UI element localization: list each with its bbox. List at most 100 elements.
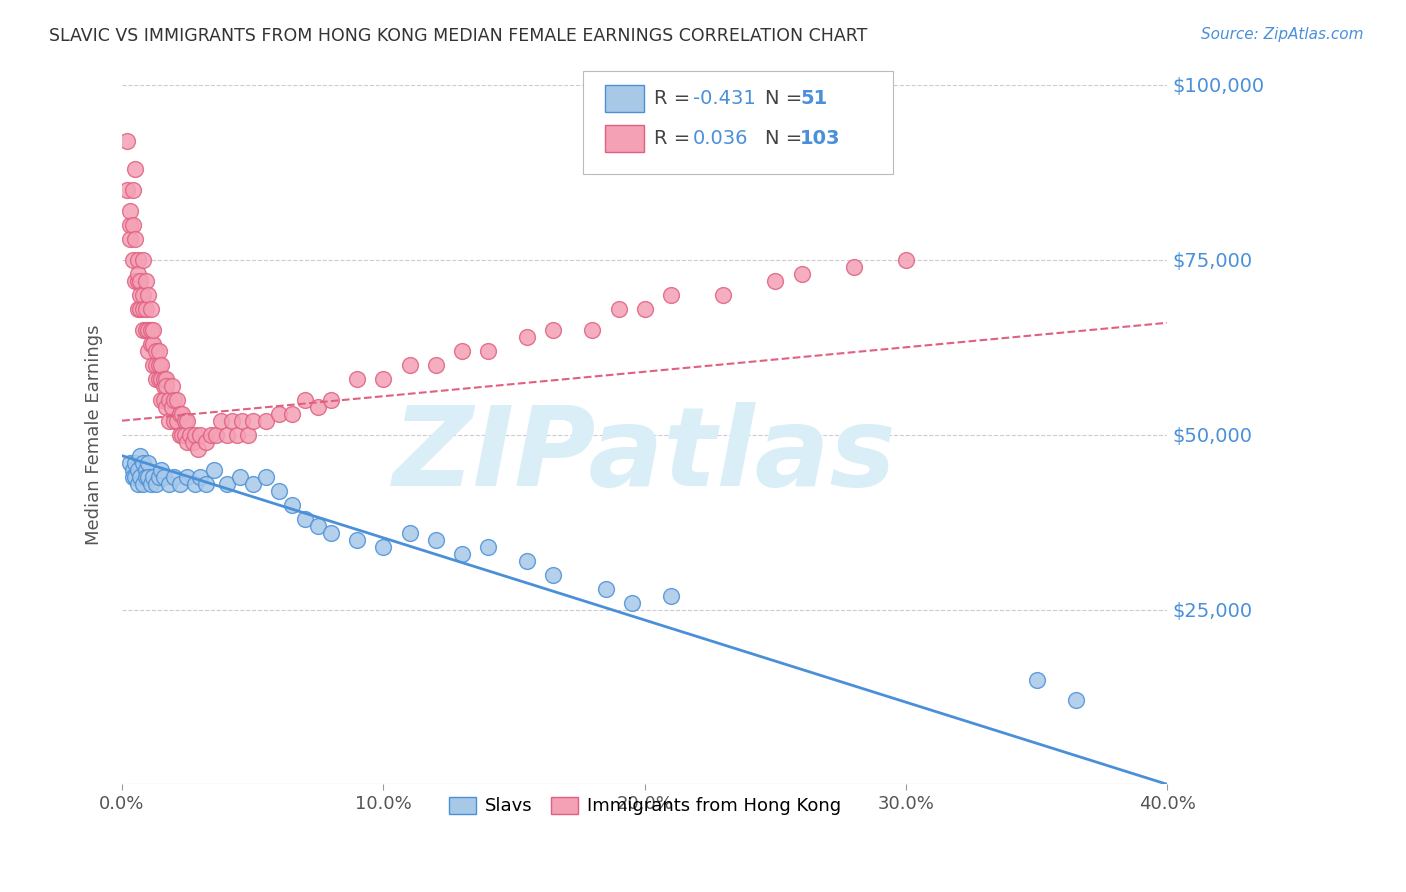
Point	[169, 476, 191, 491]
Point	[307, 518, 329, 533]
Text: Source: ZipAtlas.com: Source: ZipAtlas.com	[1201, 27, 1364, 42]
Point	[129, 287, 152, 301]
Point	[150, 392, 173, 407]
Point	[127, 476, 149, 491]
Point	[142, 358, 165, 372]
Point	[127, 463, 149, 477]
Point	[190, 469, 212, 483]
Point	[127, 301, 149, 316]
Point	[215, 476, 238, 491]
Point	[117, 183, 139, 197]
Point	[307, 400, 329, 414]
Point	[215, 427, 238, 442]
Point	[894, 252, 917, 267]
Text: N =: N =	[765, 88, 808, 108]
Point	[209, 414, 232, 428]
Text: N =: N =	[765, 128, 808, 148]
Point	[124, 456, 146, 470]
Point	[129, 301, 152, 316]
Point	[187, 442, 209, 456]
Point	[202, 463, 225, 477]
Point	[346, 372, 368, 386]
Point	[790, 267, 813, 281]
Point	[581, 323, 603, 337]
Point	[118, 203, 141, 218]
Point	[121, 252, 143, 267]
Point	[176, 469, 198, 483]
Point	[321, 392, 343, 407]
Point	[145, 343, 167, 358]
Point	[132, 476, 155, 491]
Point	[153, 392, 176, 407]
Point	[136, 469, 159, 483]
Point	[176, 414, 198, 428]
Point	[346, 533, 368, 547]
Point	[132, 287, 155, 301]
Point	[242, 414, 264, 428]
Point	[1064, 693, 1087, 707]
Text: 103: 103	[800, 128, 841, 148]
Point	[155, 378, 177, 392]
Point	[118, 232, 141, 246]
Point	[139, 301, 162, 316]
Text: R =: R =	[654, 128, 703, 148]
Point	[173, 427, 195, 442]
Point	[281, 407, 304, 421]
Point	[190, 427, 212, 442]
Point	[127, 267, 149, 281]
Point	[135, 301, 157, 316]
Legend: Slavs, Immigrants from Hong Kong: Slavs, Immigrants from Hong Kong	[440, 788, 849, 824]
Point	[194, 476, 217, 491]
Point	[124, 232, 146, 246]
Point	[425, 358, 447, 372]
Point	[148, 372, 170, 386]
Point	[127, 274, 149, 288]
Point	[543, 323, 565, 337]
Point	[281, 498, 304, 512]
Point	[221, 414, 243, 428]
Point	[163, 414, 186, 428]
Point	[516, 553, 538, 567]
Point	[155, 400, 177, 414]
Point	[121, 183, 143, 197]
Point	[173, 414, 195, 428]
Point	[160, 400, 183, 414]
Point	[148, 469, 170, 483]
Text: SLAVIC VS IMMIGRANTS FROM HONG KONG MEDIAN FEMALE EARNINGS CORRELATION CHART: SLAVIC VS IMMIGRANTS FROM HONG KONG MEDI…	[49, 27, 868, 45]
Text: 51: 51	[800, 88, 827, 108]
Point	[254, 469, 277, 483]
Text: R =: R =	[654, 88, 696, 108]
Point	[129, 449, 152, 463]
Text: ZIPatlas: ZIPatlas	[392, 402, 897, 509]
Point	[124, 469, 146, 483]
Point	[127, 252, 149, 267]
Point	[139, 336, 162, 351]
Point	[135, 463, 157, 477]
Point	[711, 287, 734, 301]
Point	[172, 407, 194, 421]
Point	[607, 301, 630, 316]
Point	[117, 134, 139, 148]
Point	[765, 274, 787, 288]
Point	[477, 343, 499, 358]
Point	[166, 392, 188, 407]
Point	[150, 372, 173, 386]
Point	[200, 427, 222, 442]
Point	[595, 582, 617, 596]
Point	[166, 414, 188, 428]
Point	[176, 434, 198, 449]
Point	[124, 161, 146, 176]
Y-axis label: Median Female Earnings: Median Female Earnings	[86, 325, 103, 545]
Point	[184, 427, 207, 442]
Point	[231, 414, 253, 428]
Point	[121, 218, 143, 232]
Point	[267, 483, 290, 498]
Point	[842, 260, 865, 274]
Text: 0.036: 0.036	[693, 128, 748, 148]
Point	[160, 378, 183, 392]
Point	[132, 252, 155, 267]
Point	[425, 533, 447, 547]
Point	[135, 469, 157, 483]
Point	[150, 358, 173, 372]
Point	[516, 330, 538, 344]
